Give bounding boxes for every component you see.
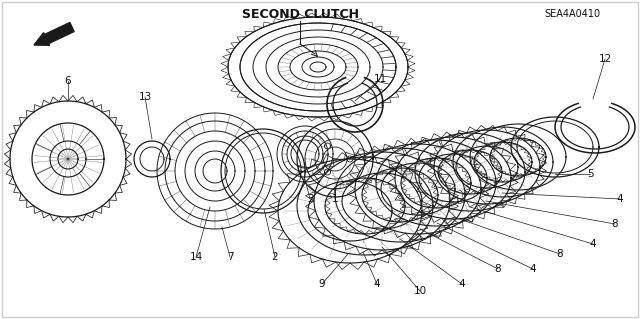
- FancyArrow shape: [34, 22, 74, 45]
- Text: 5: 5: [587, 169, 593, 179]
- Text: 3: 3: [307, 194, 314, 204]
- Text: FR.: FR.: [82, 24, 101, 34]
- Text: 4: 4: [617, 194, 623, 204]
- Text: 1: 1: [332, 194, 339, 204]
- Text: 13: 13: [138, 92, 152, 102]
- Text: 6: 6: [65, 76, 71, 86]
- Text: 8: 8: [557, 249, 563, 259]
- Text: 4: 4: [530, 264, 536, 274]
- Text: 4: 4: [459, 279, 465, 289]
- Text: 7: 7: [227, 252, 234, 262]
- Text: 8: 8: [612, 219, 618, 229]
- Text: 12: 12: [598, 54, 612, 64]
- Text: 4: 4: [374, 279, 380, 289]
- Text: 4: 4: [589, 239, 596, 249]
- Text: 9: 9: [319, 279, 325, 289]
- Text: SECOND CLUTCH: SECOND CLUTCH: [241, 8, 358, 20]
- Text: 11: 11: [373, 74, 387, 84]
- Text: 10: 10: [413, 286, 427, 296]
- Text: 2: 2: [272, 252, 278, 262]
- Text: 14: 14: [189, 252, 203, 262]
- Text: SEA4A0410: SEA4A0410: [544, 9, 600, 19]
- Text: 8: 8: [495, 264, 501, 274]
